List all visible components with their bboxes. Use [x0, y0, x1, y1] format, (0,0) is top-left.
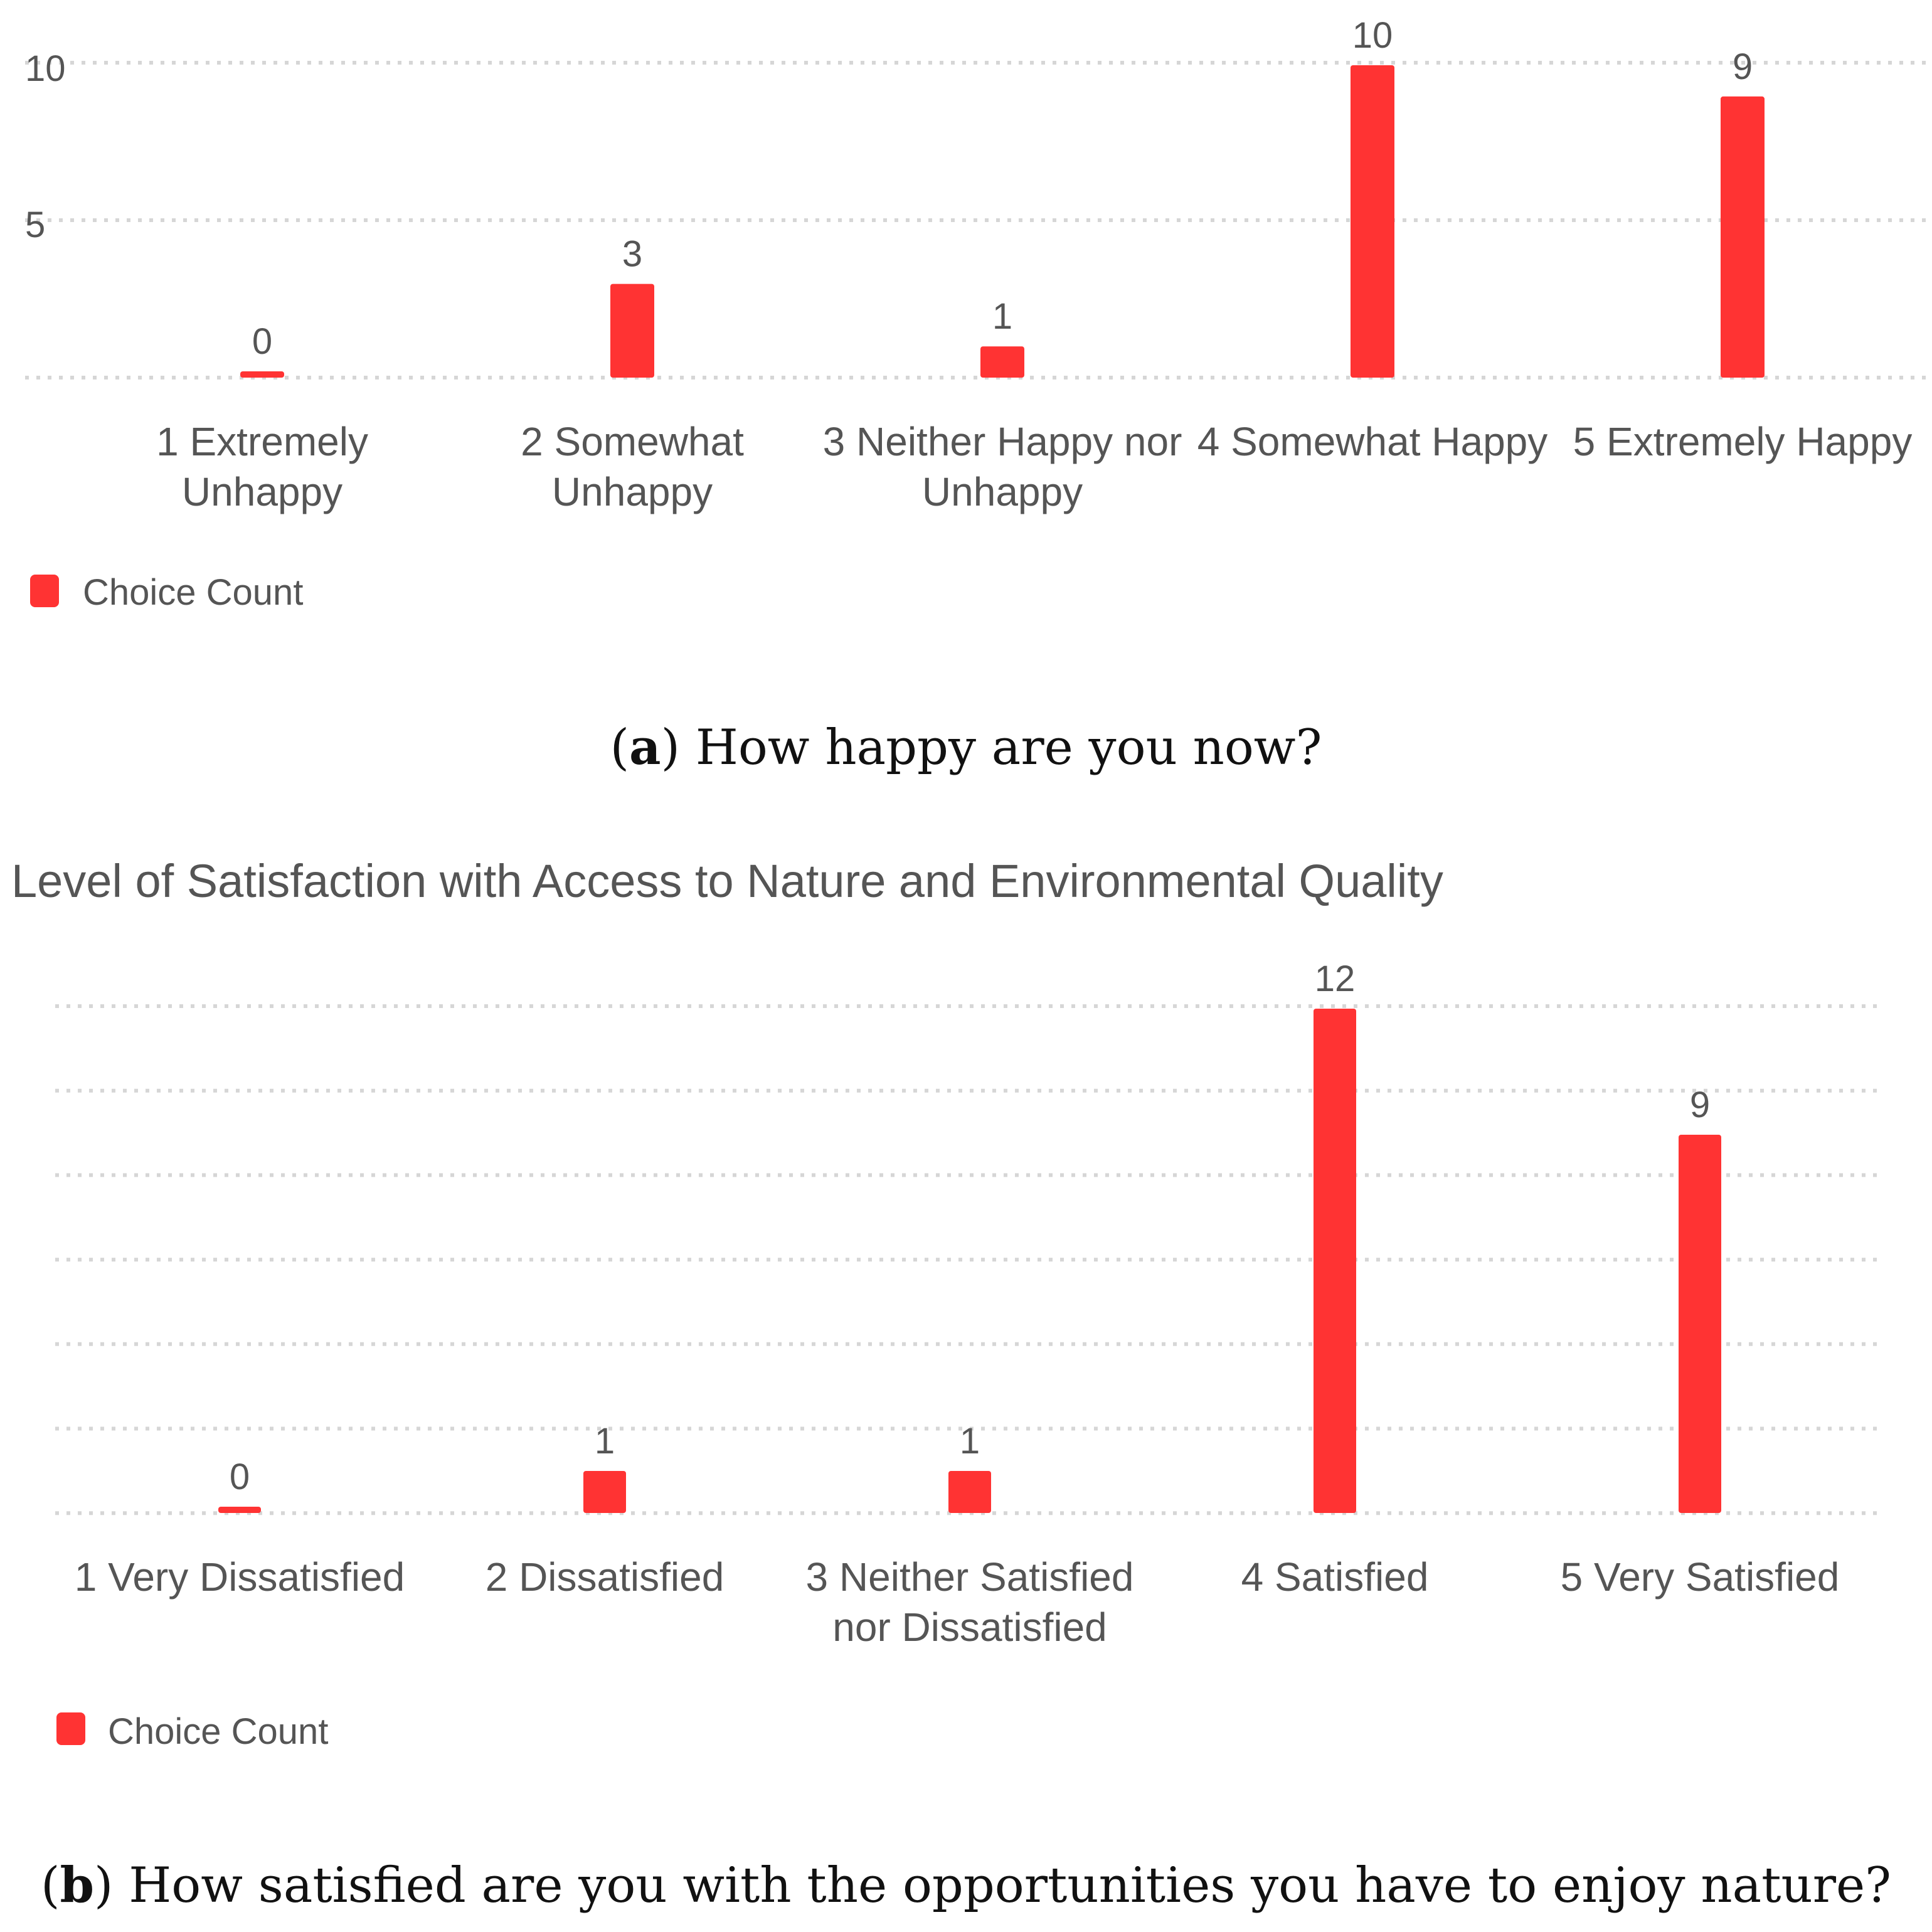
bar [583, 1471, 626, 1513]
chart-b-value-labels: 0 1 1 12 9 [230, 958, 1710, 1497]
category-label: 1 Extremely Unhappy [156, 419, 368, 514]
category-label-line: 1 Extremely [156, 419, 368, 464]
chart-a-legend-label: Choice Count [83, 572, 303, 613]
category-label-line: 4 Satisfied [1241, 1554, 1429, 1600]
category-label: 1 Very Dissatisfied [75, 1554, 405, 1600]
chart-b-caption: (b) How satisfied are you with the oppor… [41, 1857, 1891, 1914]
category-label-line: 1 Very Dissatisfied [75, 1554, 405, 1600]
value-label: 9 [1690, 1085, 1710, 1125]
value-label: 0 [252, 321, 272, 362]
category-label: 2 Somewhat Unhappy [521, 419, 744, 514]
category-label: 4 Somewhat Happy [1197, 419, 1548, 464]
category-label-line: Unhappy [552, 469, 713, 514]
category-label-line: Unhappy [182, 469, 342, 514]
chart-b-title: Level of Satisfaction with Access to Nat… [11, 855, 1443, 907]
category-label-line: 3 Neither Satisfied [806, 1554, 1134, 1600]
category-label-line: nor Dissatisfied [832, 1605, 1107, 1650]
chart-a-caption-letter: a [629, 719, 661, 776]
chart-a-value-labels: 0 3 1 10 9 [252, 15, 1753, 362]
category-label-line: 4 Somewhat Happy [1197, 419, 1548, 464]
category-label: 2 Dissatisfied [486, 1554, 724, 1600]
category-label: 5 Very Satisfied [1561, 1554, 1840, 1600]
category-label: 4 Satisfied [1241, 1554, 1429, 1600]
chart-a-gridlines [25, 61, 1929, 380]
value-label: 1 [960, 1421, 980, 1462]
y-tick-label: 5 [25, 204, 45, 245]
bar [610, 284, 654, 378]
chart-b-bars [218, 1009, 1721, 1513]
category-label-line: Unhappy [922, 469, 1083, 514]
category-label: 3 Neither Happy nor Unhappy [823, 419, 1182, 514]
bar [1679, 1135, 1721, 1513]
bar [1314, 1009, 1356, 1513]
bar [1351, 65, 1394, 378]
bar [218, 1507, 261, 1513]
value-label: 9 [1733, 46, 1753, 87]
chart-b-legend-swatch [56, 1712, 85, 1745]
y-tick-label: 10 [25, 48, 66, 89]
bar [948, 1471, 991, 1513]
value-label: 3 [622, 234, 642, 275]
bar [1721, 96, 1765, 378]
chart-a-legend-swatch [30, 575, 59, 607]
bar [980, 346, 1024, 378]
category-label: 3 Neither Satisfied nor Dissatisfied [806, 1554, 1134, 1650]
value-label: 1 [992, 296, 1012, 337]
category-label-line: 2 Dissatisfied [486, 1554, 724, 1600]
chart-a-y-ticks: 5 10 [25, 48, 66, 245]
bar [240, 371, 284, 378]
value-label: 1 [595, 1421, 615, 1462]
chart-a-caption: (a) How happy are you now? [610, 719, 1322, 776]
chart-a-bars [240, 65, 1765, 378]
category-label-line: 5 Very Satisfied [1561, 1554, 1840, 1600]
chart-a: 5 10 0 3 1 10 9 1 Extremely Unhappy 2 Somewhat U… [25, 15, 1929, 776]
chart-b-caption-text: How satisfied are you with the opportuni… [129, 1857, 1891, 1914]
chart-b-legend-label: Choice Count [108, 1711, 328, 1752]
category-label: 5 Extremely Happy [1573, 419, 1913, 464]
chart-b-caption-letter: b [60, 1857, 94, 1914]
category-label-line: 3 Neither Happy nor [823, 419, 1182, 464]
value-label: 12 [1315, 958, 1356, 999]
chart-a-caption-text: How happy are you now? [696, 719, 1322, 776]
chart-b-category-labels: 1 Very Dissatisfied 2 Dissatisfied 3 Neith… [75, 1554, 1840, 1650]
category-label-line: 5 Extremely Happy [1573, 419, 1913, 464]
chart-b-legend: Choice Count [56, 1711, 328, 1752]
category-label-line: 2 Somewhat [521, 419, 744, 464]
value-label: 0 [230, 1457, 250, 1497]
value-label: 10 [1352, 15, 1393, 56]
chart-a-legend: Choice Count [30, 572, 303, 613]
chart-b: Level of Satisfaction with Access to Nat… [11, 855, 1891, 1914]
